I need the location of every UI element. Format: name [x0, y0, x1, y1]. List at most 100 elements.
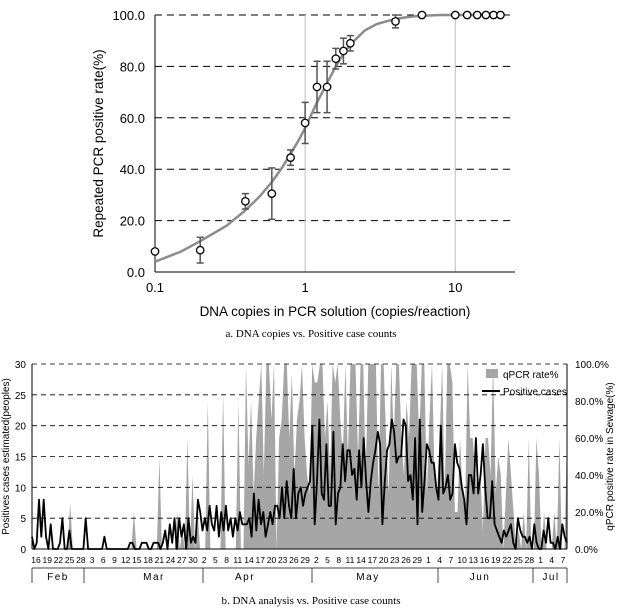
x-tick-label: 13	[469, 555, 479, 565]
data-point	[241, 196, 250, 206]
x-tick-label: 16	[31, 555, 41, 565]
x-tick-label: 0.1	[146, 280, 164, 295]
qpcr-rate-area	[32, 364, 567, 549]
x-tick-label: 5	[325, 555, 330, 565]
bottom-chart: 0510152025300.0%20.0%40.0%60.0%80.0%100.…	[1, 360, 616, 583]
y-tick-label: 100.0	[112, 8, 145, 23]
x-tick-label: 25	[65, 555, 75, 565]
month-label: Feb	[47, 572, 69, 583]
y-right-tick-label: 20.0%	[575, 508, 603, 519]
data-point	[391, 17, 400, 26]
y-left-tick-label: 20	[15, 422, 27, 433]
top-caption: a. DNA copies vs. Positive case counts	[225, 328, 396, 340]
x-tick-label: 21	[155, 555, 165, 565]
x-tick-label: 9	[112, 555, 117, 565]
bottom-caption: b. DNA analysis vs. Positive case counts	[221, 595, 400, 607]
x-tick-label: 1	[302, 280, 309, 295]
data-point	[300, 118, 310, 128]
x-tick-label: 29	[300, 555, 310, 565]
data-point	[150, 247, 160, 256]
x-tick-label: 28	[525, 555, 535, 565]
x-tick-label: 11	[233, 555, 242, 565]
x-tick-label: 28	[76, 555, 86, 565]
x-tick-label: 29	[412, 555, 422, 565]
data-point	[496, 10, 505, 20]
y-right-tick-label: 100.0%	[575, 360, 609, 371]
x-tick-label: 19	[491, 555, 501, 565]
legend-label-line: Positive cases	[503, 387, 567, 398]
x-tick-label: 15	[132, 555, 142, 565]
data-point	[331, 54, 341, 64]
x-tick-label: 24	[166, 555, 176, 565]
x-tick-label: 22	[54, 555, 64, 565]
x-tick-label: 10	[457, 555, 467, 565]
x-tick-label: 16	[480, 555, 490, 565]
x-tick-label: 11	[346, 555, 355, 565]
x-tick-label: 23	[390, 555, 400, 565]
x-tick-label: 23	[278, 555, 288, 565]
x-tick-label: 19	[42, 555, 52, 565]
x-tick-label: 3	[90, 555, 95, 565]
x-tick-label: 1	[538, 555, 543, 565]
x-tick-label: 30	[188, 555, 198, 565]
data-point	[417, 10, 427, 20]
data-point	[312, 82, 322, 92]
y-left-tick-label: 25	[15, 391, 27, 402]
x-tick-label: 5	[213, 555, 218, 565]
x-tick-label: 17	[256, 555, 266, 565]
data-point	[267, 189, 277, 198]
data-point	[339, 46, 348, 56]
month-label: May	[356, 572, 379, 583]
y-left-tick-label: 10	[15, 483, 27, 494]
x-tick-label: 20	[267, 555, 277, 565]
y-axis-title: Repeated PCR positive rate(%)	[91, 49, 106, 237]
y-left-tick-label: 30	[15, 360, 27, 371]
positive-cases-line	[31, 418, 568, 550]
y-right-tick-label: 0.0%	[575, 545, 598, 556]
x-tick-label: 18	[143, 555, 153, 565]
x-axis-title: DNA copies in PCR solution (copies/react…	[200, 304, 471, 319]
y-right-tick-label: 40.0%	[575, 471, 603, 482]
data-point	[195, 245, 205, 255]
y-tick-label: 20.0	[120, 214, 145, 229]
data-point	[322, 82, 332, 92]
x-tick-label: 26	[401, 555, 411, 565]
x-tick-label: 2	[314, 555, 319, 565]
x-tick-label: 25	[513, 555, 523, 565]
y-tick-label: 80.0	[120, 59, 145, 74]
x-tick-label: 7	[449, 555, 454, 565]
y-right-tick-label: 60.0%	[575, 434, 603, 445]
x-tick-label: 22	[502, 555, 512, 565]
y-left-tick-label: 15	[15, 453, 27, 464]
data-point	[286, 153, 295, 162]
data-point	[481, 10, 491, 20]
x-tick-label: 2	[202, 555, 207, 565]
month-label: Mar	[143, 572, 165, 583]
x-tick-label: 8	[224, 555, 229, 565]
data-point	[345, 38, 355, 48]
month-label: Apr	[235, 572, 255, 583]
x-tick-label: 4	[549, 555, 554, 565]
fit-curve	[154, 13, 501, 263]
x-tick-label: 6	[101, 555, 106, 565]
y-left-tick-label: 5	[20, 514, 26, 525]
y-tick-label: 40.0	[120, 162, 145, 177]
legend: qPCR rate% Positive cases	[482, 369, 567, 398]
data-point	[450, 10, 460, 20]
x-tick-label: 12	[121, 555, 131, 565]
data-point	[472, 10, 482, 20]
data-point	[462, 10, 472, 20]
x-tick-label: 26	[289, 555, 299, 565]
x-tick-label: 17	[368, 555, 378, 565]
month-label: Jul	[542, 572, 559, 583]
x-tick-label: 27	[177, 555, 187, 565]
legend-label-area: qPCR rate%	[503, 370, 559, 381]
y-left-axis-title: Positives cases estimated(peoples)	[1, 378, 12, 535]
legend-swatch-area	[486, 369, 498, 378]
y-left-tick-label: 0	[20, 545, 26, 556]
x-tick-label: 10	[448, 280, 462, 295]
y-right-axis-title: qPCR positive rate in Sewage(%)	[605, 382, 616, 530]
x-tick-label: 4	[437, 555, 442, 565]
top-chart: 0.0 20.0 40.0 60.0 80.0 100.0 0.1 1 10 DNA copies…	[91, 8, 515, 319]
